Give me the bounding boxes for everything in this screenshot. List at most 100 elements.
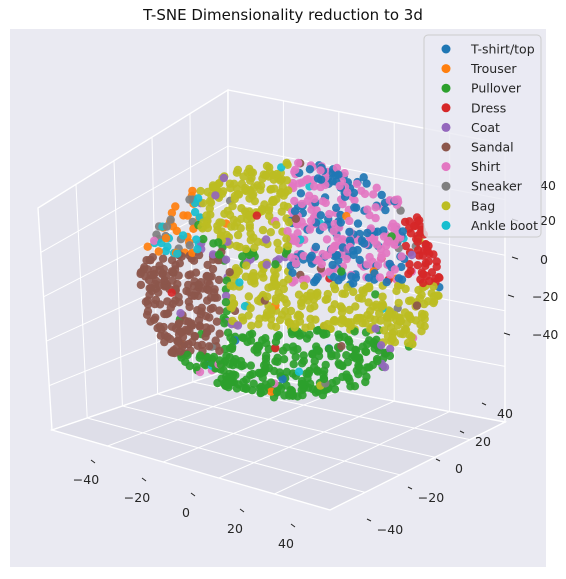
data-point — [289, 360, 298, 369]
grid-line — [87, 417, 366, 493]
data-point — [171, 202, 180, 211]
data-point — [253, 341, 262, 351]
data-point — [323, 294, 332, 304]
data-point — [242, 383, 251, 392]
data-point — [211, 336, 220, 345]
data-point — [167, 288, 176, 297]
data-point — [369, 190, 378, 199]
data-point — [406, 266, 415, 276]
data-point — [271, 343, 280, 353]
data-point — [160, 276, 169, 285]
data-point — [194, 291, 203, 301]
data-point — [385, 351, 395, 361]
x-tick-mark — [190, 492, 196, 497]
data-point — [365, 252, 374, 262]
y-tick-mark — [435, 458, 441, 462]
data-point — [242, 375, 251, 384]
data-point — [241, 272, 251, 281]
data-point — [321, 251, 330, 260]
data-point — [371, 203, 380, 212]
data-point — [221, 298, 231, 307]
data-point — [161, 234, 171, 243]
data-point — [307, 251, 316, 260]
data-point — [283, 227, 292, 236]
data-point — [291, 352, 300, 362]
data-point — [398, 227, 407, 236]
x-tick-mark — [239, 508, 245, 513]
floor-pane — [49, 369, 508, 511]
data-point — [342, 351, 351, 360]
data-point — [417, 309, 427, 319]
data-point — [396, 316, 406, 326]
data-point — [284, 218, 294, 227]
data-point — [258, 225, 268, 235]
data-point — [323, 320, 332, 329]
data-point — [262, 161, 272, 171]
data-point — [249, 379, 258, 388]
data-point — [299, 281, 309, 290]
data-point — [418, 251, 427, 260]
data-point — [215, 346, 224, 356]
scatter-points — [136, 158, 444, 402]
legend-marker — [441, 162, 451, 172]
data-point — [227, 222, 236, 231]
data-point — [270, 184, 279, 193]
data-point — [376, 341, 386, 350]
data-point — [297, 298, 306, 307]
data-point — [228, 316, 237, 326]
data-point — [343, 319, 352, 328]
data-point — [153, 323, 162, 333]
data-point — [163, 297, 172, 306]
data-point — [242, 261, 251, 270]
data-point — [372, 240, 381, 249]
data-point — [206, 304, 215, 314]
data-point — [272, 195, 281, 204]
data-point — [305, 225, 315, 234]
data-point — [221, 291, 231, 301]
data-point — [237, 204, 246, 213]
data-point — [282, 158, 291, 168]
data-point — [370, 315, 380, 324]
data-point — [246, 176, 255, 185]
data-point — [359, 288, 368, 298]
data-point — [290, 276, 299, 285]
data-point — [310, 302, 319, 311]
data-point — [270, 266, 279, 275]
data-point — [290, 207, 300, 216]
data-point — [318, 197, 328, 206]
data-point — [352, 366, 361, 375]
data-point — [175, 298, 184, 307]
data-point — [293, 312, 302, 321]
x-tick-mark — [290, 523, 296, 528]
data-point — [408, 339, 417, 349]
data-point — [256, 185, 265, 195]
data-point — [229, 299, 239, 308]
data-point — [282, 299, 291, 308]
legend-marker — [441, 103, 451, 113]
data-point — [361, 377, 370, 387]
data-point — [291, 165, 300, 175]
y-tick-mark — [459, 430, 465, 434]
data-point — [363, 228, 372, 238]
data-point — [316, 166, 325, 175]
data-point — [327, 245, 336, 254]
data-point — [239, 172, 248, 181]
data-point — [265, 211, 274, 221]
grid-line — [40, 145, 229, 253]
data-point — [286, 306, 296, 316]
data-point — [332, 203, 341, 212]
data-point — [283, 242, 293, 251]
data-point — [303, 175, 313, 184]
data-point — [256, 369, 265, 378]
data-point — [371, 290, 380, 299]
data-point — [310, 182, 319, 191]
data-point — [155, 300, 165, 309]
data-point — [197, 340, 207, 350]
data-point — [274, 245, 284, 255]
data-point — [233, 230, 243, 240]
data-point — [417, 327, 426, 336]
data-point — [328, 177, 337, 186]
data-point — [244, 292, 253, 301]
data-point — [388, 334, 397, 343]
data-point — [286, 385, 295, 395]
